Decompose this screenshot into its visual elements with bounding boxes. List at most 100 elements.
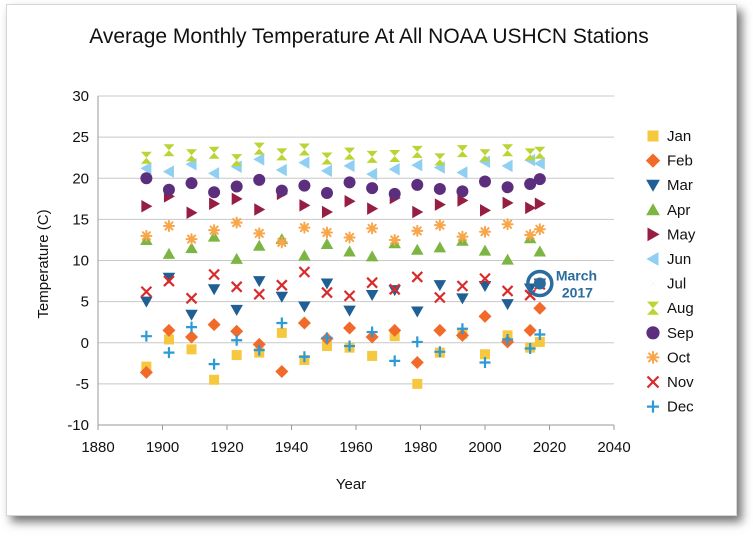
- data-point-nov: [163, 275, 175, 287]
- data-point-oct: [343, 231, 356, 244]
- data-point-feb: [252, 337, 266, 351]
- series-feb: [139, 301, 547, 379]
- x-tick-label: 1980: [404, 439, 437, 456]
- x-tick-labels: 1880 1900 1920 1940 1960 1980 2000 2020 2040: [81, 439, 630, 456]
- data-point-sep: [479, 175, 491, 188]
- data-point-dec: [321, 332, 333, 344]
- x-tick-label: 1920: [210, 439, 243, 456]
- data-point-oct: [208, 224, 221, 237]
- data-point-jul: [411, 134, 424, 146]
- annotation-ring-icon: [526, 269, 554, 298]
- data-point-jul: [230, 140, 243, 152]
- data-point-sep: [162, 183, 175, 196]
- legend: Jan Feb Mar Apr May Jun Jul Aug Sep Oct Nov Dec: [645, 128, 696, 416]
- legend-label: Oct: [667, 349, 691, 366]
- x-tick-label: 2020: [533, 439, 566, 456]
- y-axis-label: Temperature (C): [35, 209, 52, 318]
- x-tick-label: 1880: [81, 439, 114, 456]
- data-point-mar: [365, 290, 379, 302]
- data-point-jan: [321, 341, 332, 352]
- series-sep: [140, 172, 546, 200]
- data-point-jun: [343, 159, 355, 173]
- data-point-aug: [298, 143, 310, 156]
- data-point-aug: [208, 146, 220, 159]
- data-point-feb: [455, 328, 469, 342]
- legend-label: Dec: [667, 399, 694, 416]
- chart-frame: Average Monthly Temperature At All NOAA …: [6, 4, 737, 516]
- x-tick-label: 1960: [339, 439, 372, 456]
- annotation-label-month: March: [556, 268, 597, 284]
- data-point-feb: [533, 301, 547, 315]
- data-point-nov: [479, 272, 491, 285]
- data-point-apr: [207, 230, 221, 242]
- data-point-jun: [208, 167, 220, 180]
- data-point-mar: [320, 278, 334, 290]
- chart-svg: Average Monthly Temperature At All NOAA …: [35, 25, 696, 493]
- annotation-dot-icon: [533, 277, 546, 290]
- data-point-feb: [410, 355, 424, 369]
- data-point-apr: [411, 243, 424, 255]
- data-point-aug: [366, 150, 378, 163]
- data-point-aug: [140, 151, 152, 164]
- data-point-dec: [276, 317, 288, 329]
- data-point-jul: [185, 143, 198, 155]
- x-tick-label: 2000: [468, 439, 501, 456]
- data-point-jul: [253, 134, 266, 146]
- legend-label: Jan: [667, 128, 691, 145]
- data-point-feb: [230, 324, 244, 338]
- data-point-may: [254, 203, 266, 216]
- data-point-jul: [501, 136, 514, 148]
- data-point-dec: [524, 343, 536, 355]
- x-tick-label: 2040: [597, 439, 630, 456]
- data-point-mar: [140, 296, 153, 308]
- legend-item-apr: Apr: [646, 202, 690, 219]
- data-point-oct: [140, 229, 153, 242]
- x-axis-label: Year: [336, 476, 366, 493]
- y-tick-label: 15: [72, 211, 89, 228]
- data-point-sep: [275, 184, 288, 197]
- data-point-feb: [523, 323, 537, 337]
- data-point-dec: [434, 346, 446, 358]
- legend-marker-jul: [646, 277, 660, 290]
- gridlines: [98, 95, 614, 426]
- series-may: [141, 187, 546, 220]
- legend-label: Aug: [667, 300, 694, 317]
- y-tick-labels: -10 -5 0 5 10 15 20 25 30: [67, 88, 89, 434]
- data-point-mar: [501, 299, 514, 311]
- legend-label: Mar: [667, 177, 693, 194]
- data-point-mar: [343, 305, 356, 317]
- data-point-feb: [162, 323, 176, 337]
- annotation-label-year: 2017: [562, 285, 593, 301]
- data-point-jun: [388, 162, 400, 176]
- data-points: [139, 129, 547, 389]
- data-point-jul: [433, 145, 446, 157]
- data-point-nov: [501, 285, 514, 297]
- data-point-mar: [230, 304, 243, 316]
- data-point-jun: [140, 162, 152, 175]
- data-point-sep: [343, 176, 356, 189]
- data-point-nov: [343, 290, 356, 302]
- data-point-jan: [209, 374, 220, 385]
- data-point-dec: [456, 323, 468, 335]
- data-point-sep: [456, 185, 469, 198]
- legend-marker-may: [647, 227, 660, 242]
- legend-marker-sep: [646, 326, 660, 340]
- data-point-oct: [320, 226, 333, 239]
- data-point-mar: [207, 284, 221, 296]
- data-point-feb: [433, 323, 447, 337]
- data-point-may: [344, 195, 356, 208]
- data-point-may: [209, 197, 221, 210]
- data-point-feb: [297, 316, 311, 330]
- y-tick-label: 0: [81, 335, 89, 352]
- data-point-mar: [253, 276, 266, 288]
- data-point-nov: [253, 288, 266, 301]
- data-point-apr: [185, 242, 198, 254]
- data-point-apr: [343, 245, 356, 257]
- series-apr: [140, 230, 547, 265]
- series-oct: [140, 216, 546, 249]
- data-point-may: [480, 204, 491, 217]
- data-point-aug: [231, 154, 243, 167]
- data-point-apr: [433, 241, 447, 253]
- x-tick-label: 1940: [275, 439, 308, 456]
- data-point-dec: [502, 333, 514, 345]
